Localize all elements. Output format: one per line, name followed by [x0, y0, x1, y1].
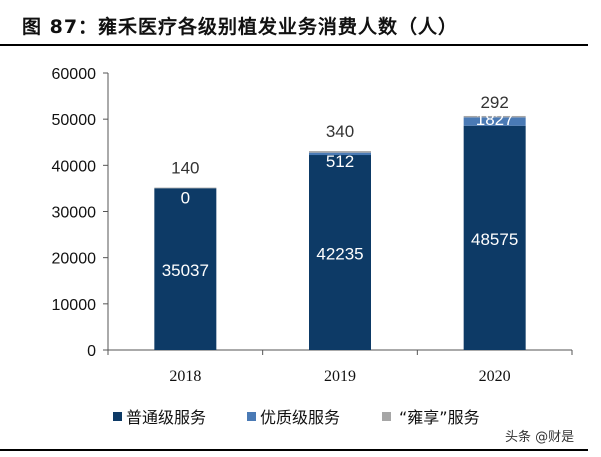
y-tick-label: 0 [87, 343, 96, 360]
y-tick-label: 60000 [52, 66, 97, 83]
x-tick-label: 2020 [479, 368, 511, 385]
legend-label: 普通级服务 [126, 408, 207, 427]
data-label: 42235 [316, 245, 363, 264]
y-tick-label: 10000 [52, 297, 97, 314]
bar-segment [309, 152, 371, 156]
y-tick-label: 40000 [52, 158, 97, 175]
data-label: 35037 [162, 261, 209, 280]
legend-item-1: 优质级服务 [247, 404, 340, 428]
data-label: 140 [171, 159, 199, 178]
data-label: 1827 [476, 110, 514, 129]
legend-label: 优质级服务 [260, 408, 341, 427]
title-divider [0, 44, 588, 46]
y-tick-label: 50000 [52, 112, 97, 129]
bar-segment [154, 187, 217, 189]
x-tick-label: 2018 [169, 368, 201, 385]
bar-segment [309, 151, 371, 153]
data-label: 48575 [471, 230, 518, 249]
bar-segment [463, 117, 526, 126]
bar-segment [154, 188, 217, 350]
watermark: 头条 @财是 [505, 430, 575, 445]
data-label: 0 [181, 189, 190, 208]
legend-item-0: 普通级服务 [113, 404, 206, 428]
bar-segment [309, 155, 371, 350]
data-label: 340 [326, 122, 354, 141]
y-tick-label: 30000 [52, 205, 97, 222]
data-label: 292 [480, 93, 508, 112]
bar-segment [463, 115, 526, 118]
legend-swatch [247, 411, 256, 421]
chart-title: 图 87：雍禾医疗各级别植发业务消费人数（人） [22, 16, 459, 38]
legend-swatch [382, 411, 391, 421]
legend-swatch [113, 411, 122, 421]
data-label: 512 [326, 152, 354, 171]
legend-item-2: “雍享”服务 [382, 404, 480, 428]
legend-label: “雍享”服务 [399, 408, 480, 427]
bar-segment [463, 125, 526, 350]
x-tick-label: 2019 [324, 368, 356, 385]
y-tick-label: 20000 [52, 251, 97, 268]
bottom-divider [0, 449, 588, 451]
